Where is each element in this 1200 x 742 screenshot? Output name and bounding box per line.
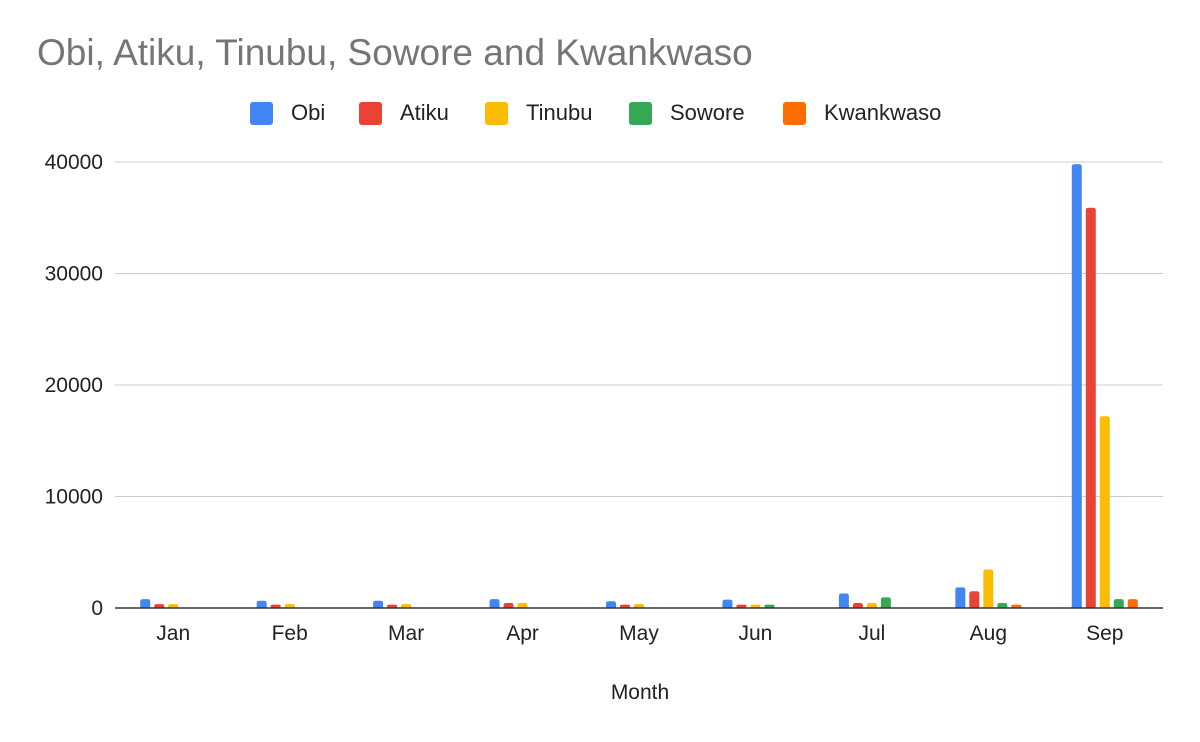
x-axis-title: Month <box>611 681 669 704</box>
legend-item-kwankwaso: Kwankwaso <box>783 96 941 130</box>
bar-atiku-jun <box>736 604 747 608</box>
x-tick-label: Jun <box>739 622 773 645</box>
legend-swatch <box>359 101 382 125</box>
bar-sowore-jun <box>764 604 775 608</box>
legend-swatch <box>783 101 806 125</box>
bar-tinubu-mar <box>401 604 412 608</box>
bar-obi-jan <box>140 599 151 608</box>
bar-sowore-sep <box>1113 599 1124 608</box>
bar-tinubu-sep <box>1099 416 1110 608</box>
bar-tinubu-jun <box>750 604 761 608</box>
legend-item-sowore: Sowore <box>629 96 745 130</box>
bar-atiku-jan <box>154 604 165 608</box>
bar-tinubu-jan <box>168 604 179 608</box>
bar-obi-feb <box>256 600 267 608</box>
legend-label: Atiku <box>400 100 449 125</box>
bar-obi-aug <box>955 587 966 608</box>
x-tick-label: Apr <box>506 622 539 645</box>
bar-atiku-jul <box>852 602 863 608</box>
bar-obi-apr <box>489 599 500 608</box>
x-tick-label: Sep <box>1086 622 1123 645</box>
legend-label: Sowore <box>670 100 745 125</box>
legend-item-obi: Obi <box>250 96 325 130</box>
y-tick-label: 10000 <box>45 486 103 509</box>
bar-obi-jun <box>722 599 733 608</box>
x-tick-label: Mar <box>388 622 424 645</box>
y-tick-label: 0 <box>91 597 103 620</box>
chart-title: Obi, Atiku, Tinubu, Sowore and Kwankwaso <box>37 32 753 73</box>
x-tick-label: Feb <box>272 622 308 645</box>
bar-obi-may <box>606 601 616 608</box>
legend-label: Kwankwaso <box>824 100 942 125</box>
bar-tinubu-may <box>634 604 644 608</box>
bar-sowore-jul <box>880 597 891 608</box>
bar-tinubu-feb <box>284 604 295 608</box>
bar-tinubu-aug <box>983 569 994 608</box>
legend-label: Tinubu <box>526 100 593 125</box>
bar-atiku-may <box>620 604 630 608</box>
legend-swatch <box>485 101 508 125</box>
bar-sowore-aug <box>997 602 1008 608</box>
chart-legend: Obi Atiku Tinubu Sowore Kwankwaso <box>0 96 1200 130</box>
bar-tinubu-jul <box>866 602 877 608</box>
bar-atiku-feb <box>270 604 281 608</box>
legend-label: Obi <box>291 100 326 125</box>
legend-swatch <box>629 101 652 125</box>
y-tick-label: 20000 <box>45 374 103 397</box>
legend-swatch <box>250 101 273 125</box>
x-tick-label: Aug <box>970 622 1007 645</box>
bar-obi-jul <box>838 593 849 608</box>
y-tick-label: 40000 <box>45 151 103 174</box>
x-tick-label: Jan <box>156 622 190 645</box>
bar-atiku-mar <box>387 604 398 608</box>
bar-tinubu-apr <box>517 602 528 608</box>
x-tick-label: Jul <box>858 622 885 645</box>
legend-item-atiku: Atiku <box>359 96 449 130</box>
bar-atiku-aug <box>969 591 980 608</box>
bar-obi-sep <box>1071 164 1082 609</box>
bar-kwankwaso-aug <box>1011 604 1022 608</box>
y-tick-label: 30000 <box>45 263 103 286</box>
bar-atiku-apr <box>503 602 514 608</box>
legend-item-tinubu: Tinubu <box>485 96 592 130</box>
x-tick-label: May <box>619 622 659 645</box>
bar-atiku-sep <box>1085 207 1096 608</box>
bar-obi-mar <box>373 600 384 608</box>
bar-kwankwaso-sep <box>1127 599 1138 608</box>
